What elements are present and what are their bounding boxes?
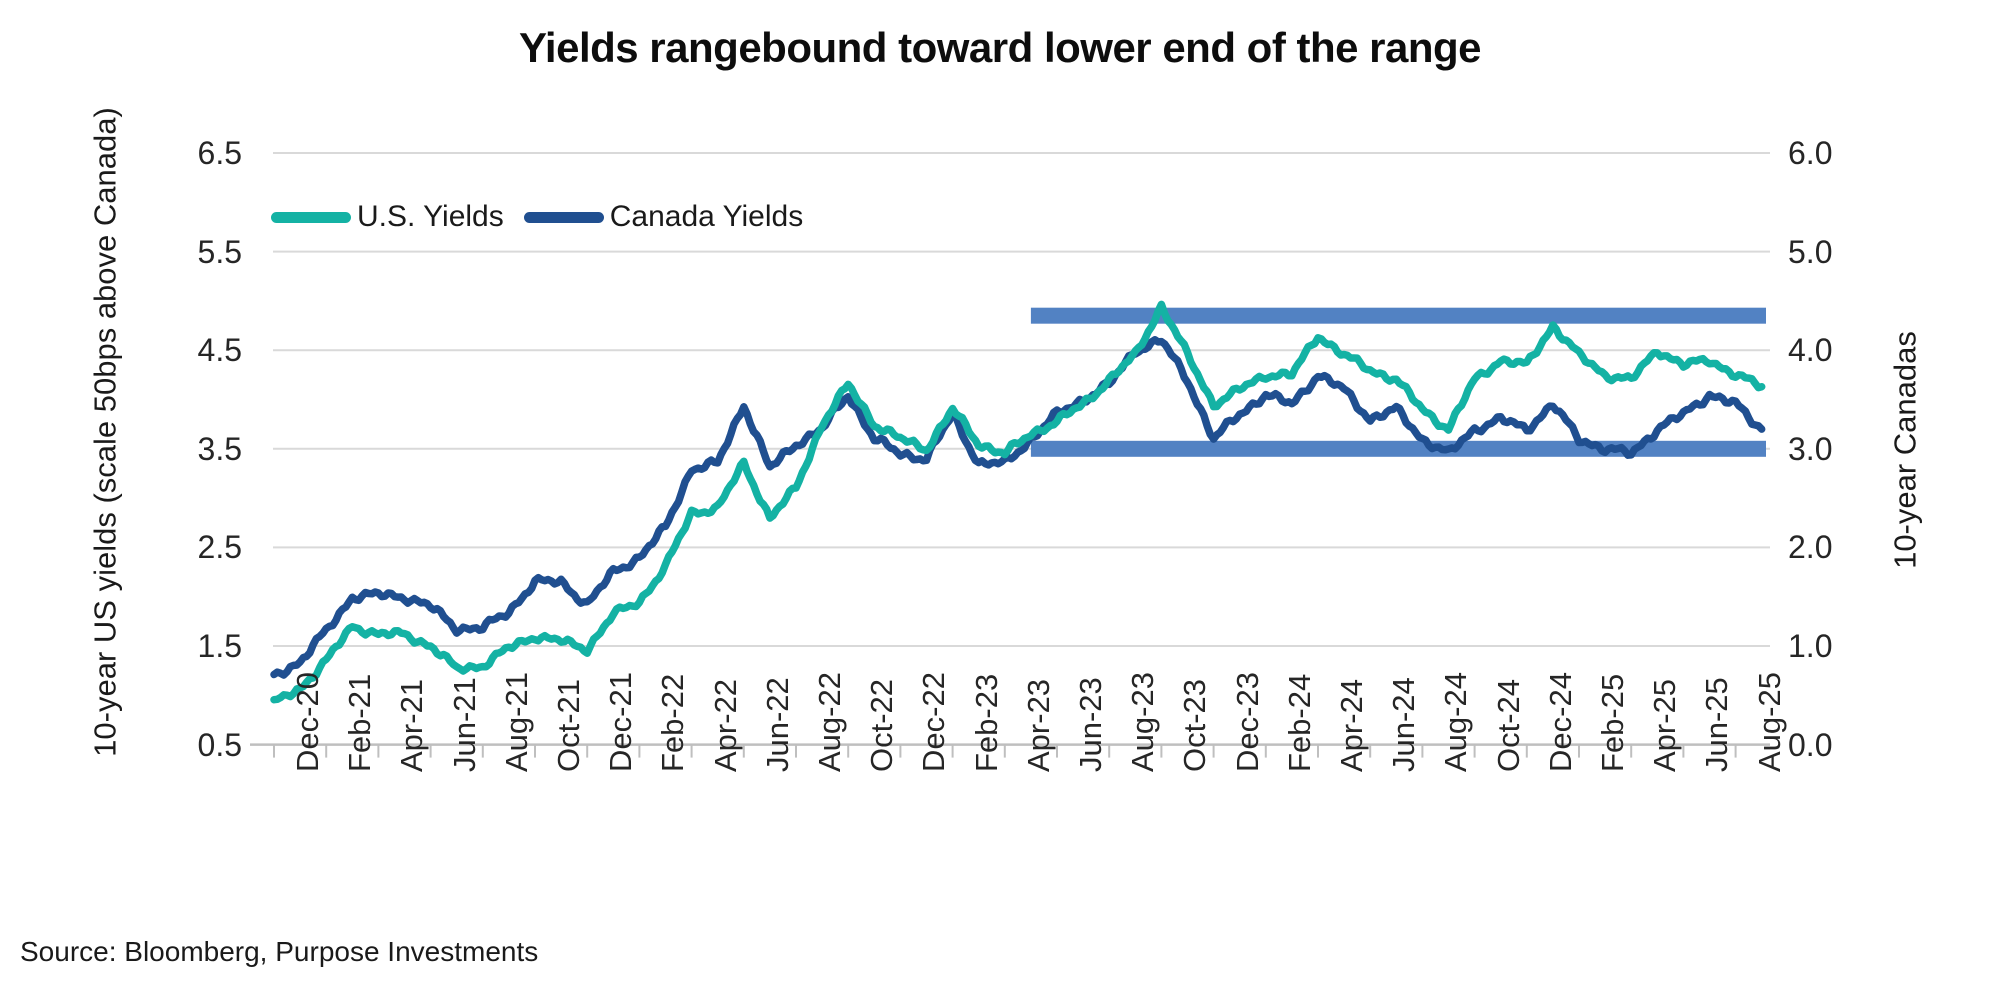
left-axis-tick-label: 3.5 [197, 430, 242, 467]
left-axis-tick-label: 0.5 [197, 726, 242, 763]
chart-legend: U.S. Yields Canada Yields [271, 200, 809, 234]
left-axis-tick-label: 4.5 [197, 332, 242, 369]
right-axis-tick-label: 4.0 [1788, 332, 1833, 369]
right-axis-tick-label: 3.0 [1788, 430, 1833, 467]
right-axis-tick-label: 1.0 [1788, 628, 1833, 664]
chart-title: Yields rangebound toward lower end of th… [518, 24, 1482, 71]
right-axis-tick-label: 6.0 [1788, 135, 1833, 171]
us-yields-line [270, 300, 1766, 704]
source-note: Source: Bloomberg, Purpose Investments [20, 936, 539, 967]
us-yields-legend-label: U.S. Yields [357, 200, 504, 233]
canada-yields-legend-swatch [523, 211, 604, 223]
upper-range-band [1030, 307, 1766, 324]
left-axis-tick-label: 1.5 [197, 628, 242, 664]
us-yields-legend-swatch [271, 211, 351, 223]
lower-range-band [1030, 440, 1766, 457]
left-axis-tick-label: 5.5 [197, 233, 242, 270]
right-axis-tick-label: 2.0 [1788, 529, 1833, 566]
left-axis-tick-label: 6.5 [197, 135, 242, 171]
left-axis-tick-label: 2.5 [197, 529, 242, 566]
right-axis-tick-label: 0.0 [1788, 726, 1833, 763]
canada-yields-legend-label: Canada Yields [609, 200, 804, 233]
canada-yields-line [270, 336, 1766, 679]
right-axis-tick-label: 5.0 [1788, 233, 1833, 270]
